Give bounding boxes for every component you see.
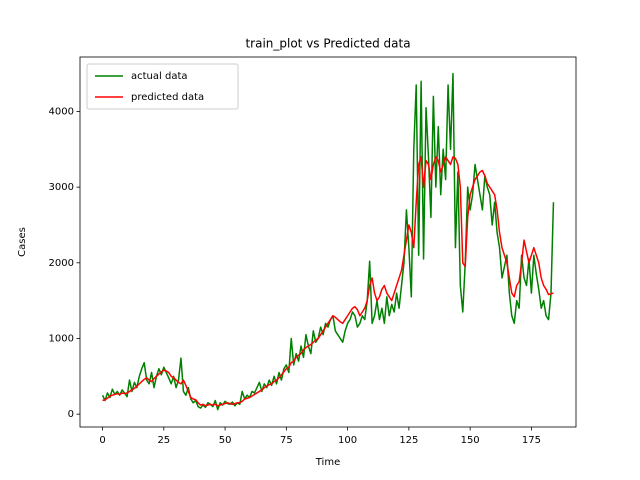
y-tick-label: 2000	[49, 258, 74, 269]
x-axis-label: Time	[315, 457, 340, 468]
x-tick-label: 75	[280, 435, 293, 446]
x-tick-label: 175	[522, 435, 541, 446]
legend-box	[86, 63, 239, 110]
data-line	[102, 156, 554, 407]
y-tick-label: 4000	[49, 106, 74, 117]
legend-label: predicted data	[131, 92, 204, 103]
y-tick-label: 0	[68, 409, 74, 420]
x-tick-label: 150	[461, 435, 480, 446]
plot-frame	[79, 56, 577, 428]
x-tick-label: 100	[338, 435, 357, 446]
y-tick-label: 3000	[49, 182, 74, 193]
x-tick-label: 125	[399, 435, 418, 446]
chart-title: train_plot vs Predicted data	[245, 37, 410, 51]
x-tick-label: 25	[157, 435, 170, 446]
y-tick-label: 1000	[49, 333, 74, 344]
legend-label: actual data	[131, 71, 188, 82]
y-axis-label: Cases	[17, 227, 28, 257]
x-tick-label: 0	[99, 435, 105, 446]
x-tick-label: 50	[219, 435, 232, 446]
